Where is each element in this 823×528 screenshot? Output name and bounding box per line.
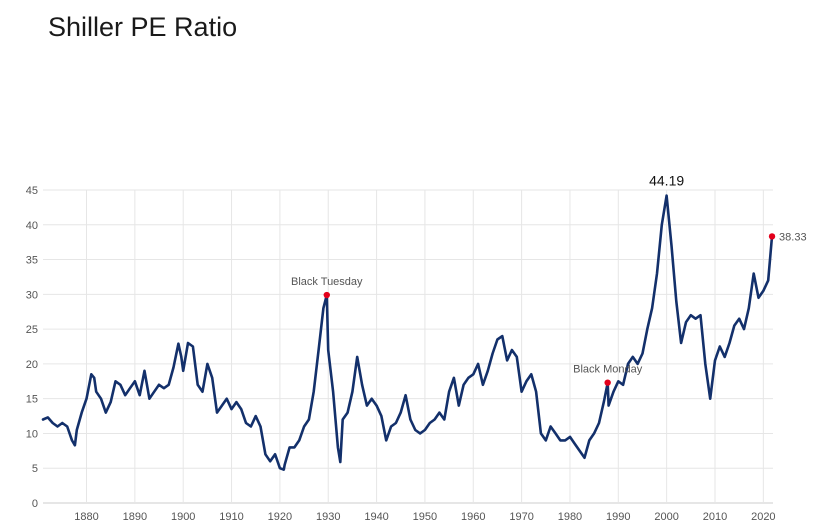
last-value-marker xyxy=(768,233,776,240)
y-tick-label: 10 xyxy=(26,428,38,440)
grid-lines xyxy=(43,189,773,504)
x-axis-ticks: 1880 1890 1900 1910 1920 1930 1940 1950 1960 1970… xyxy=(74,511,775,523)
series-line xyxy=(41,194,774,471)
annotation-label: Black Monday xyxy=(573,364,643,376)
y-tick-label: 0 xyxy=(32,498,38,510)
x-tick-label: 1970 xyxy=(509,511,533,523)
y-tick-label: 5 xyxy=(32,463,38,475)
peak-value-label: 44.19 xyxy=(649,173,684,189)
x-tick-label: 1920 xyxy=(268,511,292,523)
x-tick-label: 2010 xyxy=(703,511,727,523)
page-title: Shiller PE Ratio xyxy=(48,12,238,42)
y-tick-label: 25 xyxy=(26,324,38,336)
y-tick-label: 30 xyxy=(26,289,38,301)
x-tick-label: 2000 xyxy=(654,511,678,523)
y-tick-label: 15 xyxy=(26,394,38,406)
x-tick-label: 1950 xyxy=(413,511,437,523)
series-group xyxy=(41,194,774,471)
y-tick-label: 35 xyxy=(26,255,38,267)
last-value-label: 38.33 xyxy=(779,231,807,243)
x-tick-label: 1890 xyxy=(123,511,147,523)
x-tick-label: 1990 xyxy=(606,511,630,523)
x-tick-label: 2020 xyxy=(751,511,775,523)
y-axis-ticks: 0 5 10 15 20 25 30 35 40 45 xyxy=(26,185,38,510)
annotation-marker xyxy=(604,379,611,386)
annotation-label: Black Tuesday xyxy=(291,276,363,288)
x-tick-label: 1910 xyxy=(219,511,243,523)
y-tick-label: 20 xyxy=(26,359,38,371)
x-tick-label: 1960 xyxy=(461,511,485,523)
x-tick-label: 1940 xyxy=(364,511,388,523)
x-tick-label: 1900 xyxy=(171,511,195,523)
annotations-group: Black Tuesday Black Monday 44.19 38.33 xyxy=(291,173,807,386)
y-tick-label: 40 xyxy=(26,220,38,232)
y-tick-label: 45 xyxy=(26,185,38,197)
annotation-marker xyxy=(323,291,330,299)
x-tick-label: 1880 xyxy=(74,511,98,523)
x-tick-label: 1930 xyxy=(316,511,340,523)
x-tick-label: 1980 xyxy=(558,511,582,523)
